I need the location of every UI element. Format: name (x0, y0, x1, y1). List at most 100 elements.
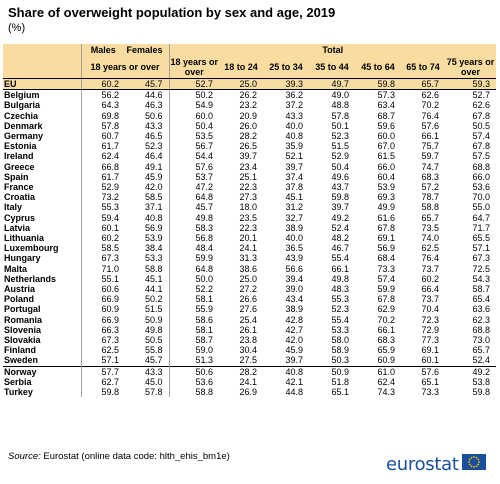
table-row: Italy 55.3 37.1 45.7 18.0 31.2 39.7 49.9 58.8 55.… (3, 202, 496, 213)
country-name: Hungary (4, 253, 41, 264)
table-cell: 77.3 (421, 335, 439, 346)
table-cell: 25.0 (219, 78, 263, 91)
table-cell: 59.9 (377, 284, 395, 295)
table-cell: 72.3 (421, 314, 439, 325)
table-row: Austria 60.6 44.1 52.2 27.2 39.0 48.3 59.9 66.4 5… (3, 284, 496, 295)
table-cell: 56.8 (168, 233, 219, 244)
table-cell: 57.1 (80, 355, 125, 367)
table-cell: 48.4 (168, 243, 219, 254)
table-cell: 54.3 (472, 273, 491, 284)
table-cell: 50.9 (309, 365, 355, 377)
table-cell: 43.3 (125, 365, 169, 377)
table-cell: 40.0 (285, 120, 303, 131)
table-cell: 67.3 (80, 335, 125, 346)
table-cell: 54.4 (168, 151, 219, 162)
country-name: Belgium (4, 90, 40, 101)
table-cell: 65.7 (401, 78, 445, 91)
table-cell: 64.3 (80, 100, 125, 111)
table-cell: 65.1 (331, 387, 349, 398)
country-name: Netherlands (4, 273, 57, 284)
table-cell: 52.7 (472, 90, 491, 101)
table-cell: 66.1 (377, 324, 395, 335)
table-cell: 39.7 (285, 161, 303, 172)
header-total: Total (168, 44, 497, 56)
table-cell: 39.4 (285, 273, 303, 284)
country-name: Poland (4, 294, 35, 305)
header-age-sex: 18 years or over (80, 56, 169, 79)
table-cell: 66.0 (377, 161, 395, 172)
country-name: Ireland (4, 151, 34, 162)
table-cell: 37.2 (285, 100, 303, 111)
country-name: Turkey (4, 387, 33, 398)
table-row: Slovenia 66.3 49.8 58.1 26.1 42.7 53.3 66.1 72.9… (3, 324, 496, 336)
table-cell: 58.8 (421, 202, 439, 213)
table-cell: 69.1 (377, 233, 395, 244)
table-cell: 59.8 (355, 78, 401, 91)
data-table: Males Females Total 18 years or over 18 … (3, 44, 497, 398)
table-cell: 74.0 (421, 233, 439, 244)
header-age-18-plus: 18 years or over (168, 56, 219, 79)
table-cell: 57.1 (472, 243, 491, 254)
table-cell: 65.1 (421, 376, 439, 387)
table-cell: 53.6 (472, 182, 491, 193)
table-cell: 42.7 (285, 324, 303, 335)
table-cell: 40.8 (144, 212, 163, 223)
table-cell: 71.0 (80, 263, 125, 274)
table-cell: 27.2 (239, 284, 257, 295)
country-name: Luxembourg (4, 243, 59, 254)
table-row: Luxembourg 58.5 38.4 48.4 24.1 36.5 46.7 56.9 62… (3, 243, 496, 254)
table-cell: 61.7 (80, 171, 125, 183)
table-cell: 25.1 (239, 171, 257, 182)
table-cell: 49.2 (331, 212, 349, 223)
table-cell: 52.2 (168, 284, 219, 295)
country-name: Croatia (4, 192, 36, 203)
table-cell: 55.0 (472, 202, 491, 213)
table-cell: 49.8 (168, 212, 219, 223)
table-body: EU 60.2 45.7 52.7 25.0 39.3 49.7 59.8 65.7 59.3 Be… (3, 78, 497, 398)
table-row: Belgium 56.2 44.6 50.2 26.2 36.2 49.0 57.3 62.6 5… (3, 89, 496, 101)
table-cell: 27.6 (239, 304, 257, 315)
table-cell: 52.7 (168, 78, 219, 91)
table-row: Malta 71.0 58.8 64.8 38.6 56.6 66.1 73.3 73.7 72.… (3, 263, 496, 274)
table-cell: 59.6 (377, 120, 395, 131)
table-cell: 26.6 (239, 294, 257, 305)
table-cell: 58.3 (168, 222, 219, 234)
header-age-75-plus: 75 years or over (445, 56, 497, 79)
country-name: France (4, 182, 34, 193)
table-cell: 32.7 (285, 212, 303, 223)
table-cell: 44.8 (285, 387, 303, 398)
table-cell: 45.7 (125, 78, 169, 91)
table-cell: 70.4 (421, 304, 439, 315)
table-cell: 49.7 (309, 78, 355, 91)
table-cell: 73.3 (377, 263, 395, 274)
table-cell: 28.2 (239, 131, 257, 142)
country-name: Romania (4, 314, 43, 325)
table-cell: 58.9 (331, 345, 349, 356)
table-cell: 52.9 (331, 151, 349, 162)
table-cell: 69.3 (377, 192, 395, 203)
table-cell: 67.8 (377, 222, 395, 233)
table-cell: 73.5 (421, 222, 439, 233)
table-cell: 60.2 (421, 273, 439, 284)
table-cell: 57.8 (80, 120, 125, 132)
table-row: Turkey 59.8 57.8 58.8 26.9 44.8 65.1 74.3 73.3 59… (3, 387, 496, 398)
country-name: Austria (4, 284, 36, 295)
table-cell: 67.3 (80, 253, 125, 264)
table-cell: 53.3 (144, 253, 163, 264)
table-cell: 64.8 (168, 192, 219, 203)
header-age-35-44: 35 to 44 (309, 56, 355, 79)
table-cell: 52.3 (331, 304, 349, 315)
table-cell: 57.5 (472, 151, 491, 162)
table-cell: 23.5 (239, 212, 257, 223)
header-blank (3, 44, 81, 56)
table-cell: 62.4 (80, 151, 125, 162)
table-cell: 52.4 (331, 222, 349, 233)
table-cell: 22.3 (239, 222, 257, 233)
table-cell: 37.8 (285, 182, 303, 193)
country-name: Czechia (4, 110, 39, 121)
table-cell: 49.2 (445, 365, 497, 377)
table-cell: 74.7 (421, 161, 439, 172)
country-name: Malta (4, 263, 28, 274)
table-cell: 66.4 (421, 284, 439, 295)
table-row: Poland 66.9 50.2 58.1 26.6 43.4 55.3 67.8 73.7 65… (3, 294, 496, 305)
